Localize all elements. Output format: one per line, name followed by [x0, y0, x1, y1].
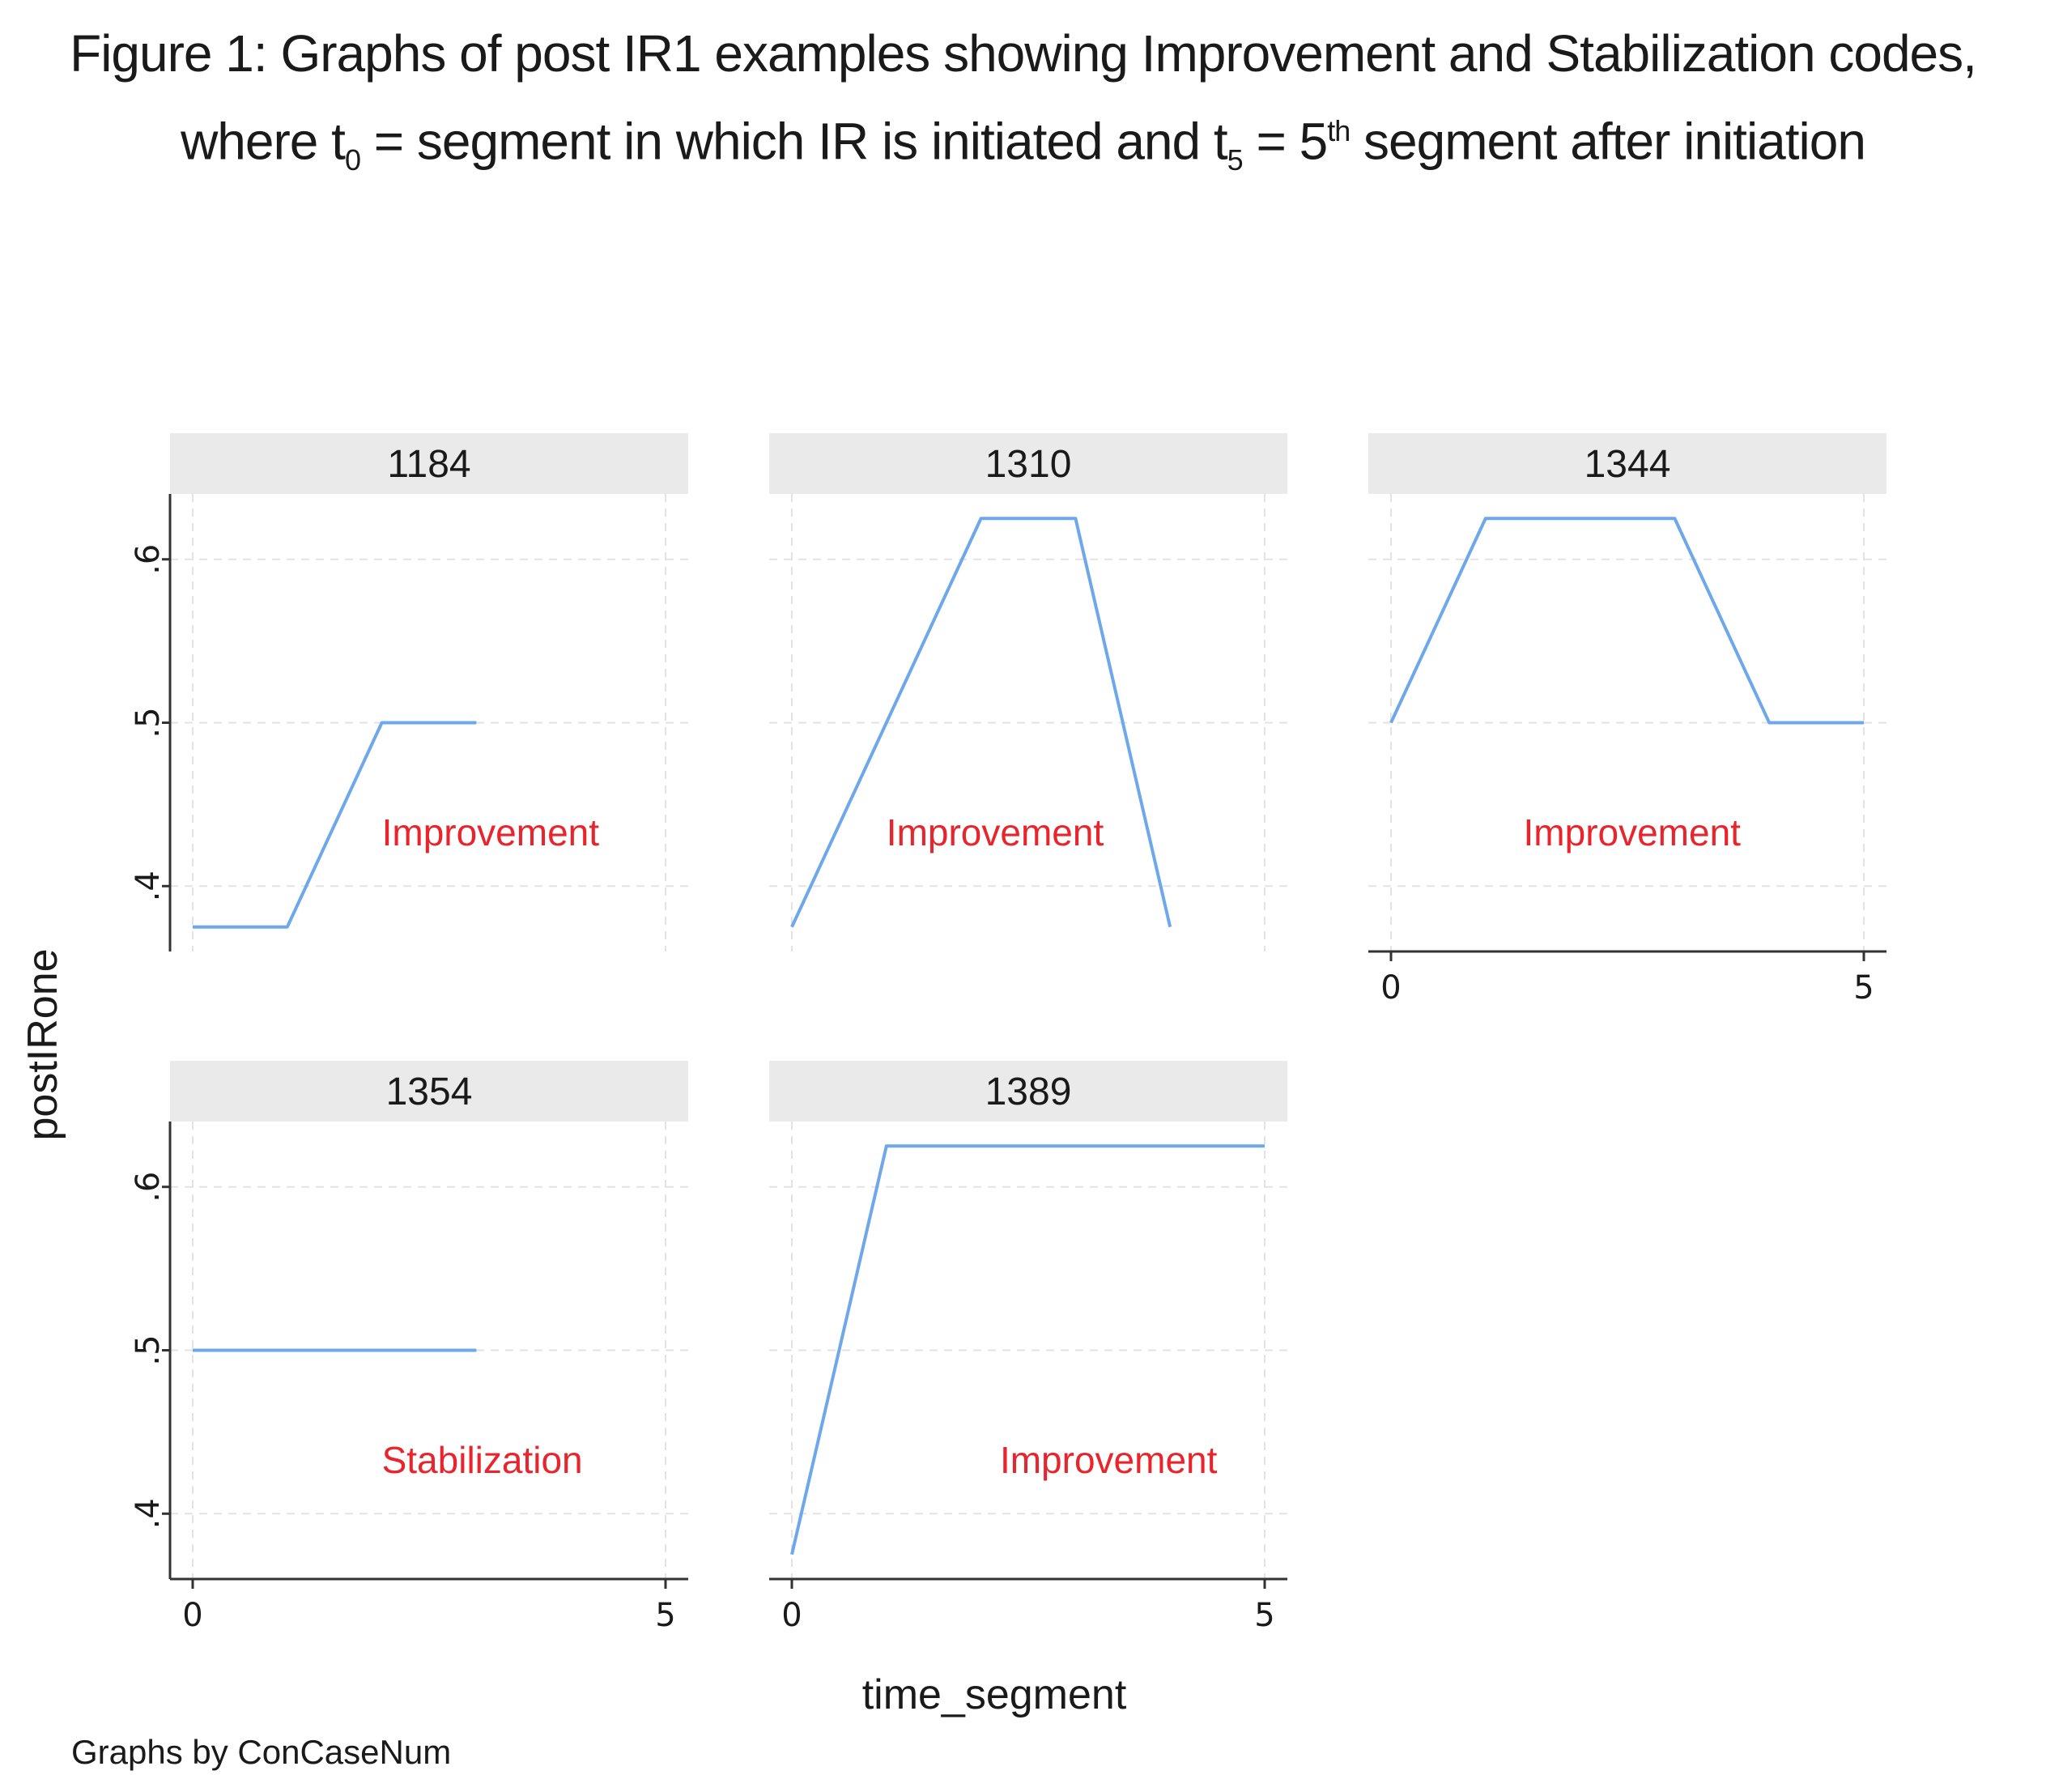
panel-title: 1310 — [985, 443, 1072, 486]
panel-annotation: Improvement — [382, 811, 600, 853]
x-tick-label: 0 — [781, 1597, 802, 1634]
series-line — [1389, 517, 1864, 725]
title-mid: = segment in which IR is initiated and t — [359, 112, 1228, 171]
series-line — [193, 721, 477, 929]
title-sub-0: 0 — [344, 143, 361, 177]
y-tick-label: .6 — [130, 544, 167, 575]
figure-title: Figure 1: Graphs of post IR1 examples sh… — [0, 15, 2046, 199]
x-tick-label: 5 — [1254, 1597, 1274, 1634]
panel-1310: 1310 Improvement — [769, 433, 1287, 951]
graphs-by-note: Graphs by ConCaseNum — [71, 1733, 451, 1771]
panel-title: 1354 — [386, 1071, 473, 1113]
panel-strip — [769, 1061, 1287, 1122]
x-tick-label: 0 — [182, 1597, 202, 1634]
x-tick-label: 5 — [1853, 969, 1874, 1007]
y-axis-title: postIRone — [19, 948, 66, 1140]
title-end: segment after initiation — [1350, 112, 1866, 171]
y-tick-label: .5 — [130, 707, 167, 738]
x-tick-label: 5 — [655, 1597, 675, 1634]
panel-1344: 1344 0 5 Improvement — [1368, 433, 1886, 1007]
title-eq: = 5 — [1242, 112, 1328, 171]
title-sub-5: 5 — [1227, 143, 1244, 177]
panel-1354: 1354 .4 .5 .6 0 5 Stabilization — [130, 1061, 688, 1634]
y-tick-label: .4 — [130, 1498, 167, 1529]
title-where: where t — [181, 112, 346, 171]
figure-title-line-1: Figure 1: Graphs of post IR1 examples sh… — [70, 24, 1977, 83]
y-tick-label: .6 — [130, 1172, 167, 1202]
title-sup-th: th — [1327, 114, 1351, 147]
x-axis-title: time_segment — [862, 1671, 1127, 1718]
figure-title-line-2: where t0 = segment in which IR is initia… — [0, 92, 2046, 199]
panel-strip — [170, 1061, 688, 1122]
panel-title: 1184 — [387, 443, 470, 486]
panel-annotation: Stabilization — [382, 1439, 583, 1481]
panel-strip — [769, 433, 1287, 494]
panel-1389: 1389 0 5 Improvement — [769, 1061, 1287, 1634]
series-line — [790, 517, 1172, 928]
panel-annotation: Improvement — [1000, 1439, 1218, 1481]
panel-title: 1344 — [1584, 443, 1671, 486]
y-tick-label: .5 — [130, 1334, 167, 1365]
panel-annotation: Improvement — [887, 811, 1104, 853]
panel-1184: 1184 .4 .5 .6 Improvement — [130, 433, 688, 951]
panel-annotation: Improvement — [1524, 811, 1742, 853]
panel-strip — [170, 433, 688, 494]
y-tick-label: .4 — [130, 870, 167, 901]
x-tick-label: 0 — [1380, 969, 1401, 1007]
panel-strip — [1368, 433, 1886, 494]
panel-title: 1389 — [985, 1071, 1072, 1113]
